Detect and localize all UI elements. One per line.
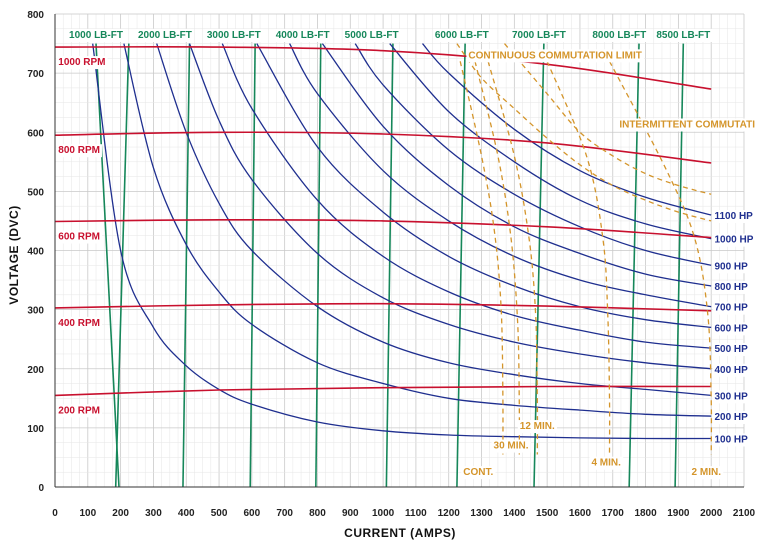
y-tick-label: 0	[38, 483, 44, 494]
hp-label-800-hp-group: 800 HP	[712, 281, 750, 294]
torque-label-5000-lb-ft-group: 5000 LB-FT	[343, 29, 401, 42]
x-axis-title: CURRENT (AMPS)	[344, 526, 456, 540]
hp-label-300-hp-group: 300 HP	[712, 390, 750, 403]
hp-label-500-hp: 500 HP	[714, 344, 748, 355]
x-tick-label: 1100	[405, 508, 427, 519]
x-tick-label: 800	[309, 508, 326, 519]
x-tick-label: 1600	[569, 508, 592, 519]
hp-label-700-hp: 700 HP	[714, 303, 748, 314]
rpm-label-600-rpm-group: 600 RPM	[56, 231, 102, 244]
torque-label-3000-lb-ft-group: 3000 LB-FT	[205, 29, 263, 42]
y-axis-title: VOLTAGE (DVC)	[7, 205, 21, 304]
hp-label-900-hp-group: 900 HP	[712, 260, 750, 273]
hp-label-1100-hp-group: 1100 HP	[712, 210, 755, 223]
commutation-label-continuous-commutation-limit-group: CONTINUOUS COMMUTATION LIMIT	[466, 49, 644, 62]
hp-label-100-hp-group: 100 HP	[712, 434, 750, 447]
x-tick-label: 1700	[602, 508, 625, 519]
y-tick-label: 400	[27, 247, 44, 258]
x-tick-label: 0	[52, 508, 58, 519]
x-tick-label: 1900	[667, 508, 690, 519]
torque-label-5000-lb-ft: 5000 LB-FT	[345, 30, 399, 41]
commutation-label-2-min: 2 MIN.	[692, 467, 722, 478]
commutation-label-cont-group: CONT.	[461, 466, 495, 479]
hp-label-400-hp-group: 400 HP	[712, 364, 750, 377]
hp-label-200-hp: 200 HP	[714, 412, 748, 423]
x-tick-label: 700	[276, 508, 293, 519]
hp-label-700-hp-group: 700 HP	[712, 302, 750, 315]
commutation-label-30-min-group: 30 MIN.	[492, 440, 531, 453]
torque-label-3000-lb-ft: 3000 LB-FT	[207, 30, 261, 41]
hp-label-1100-hp: 1100 HP	[714, 211, 753, 222]
torque-label-8500-lb-ft: 8500 LB-FT	[656, 30, 710, 41]
x-tick-label: 400	[178, 508, 195, 519]
y-tick-label: 700	[27, 69, 44, 80]
x-tick-label: 1400	[503, 508, 526, 519]
torque-label-2000-lb-ft-group: 2000 LB-FT	[136, 29, 194, 42]
x-tick-label: 2000	[700, 508, 723, 519]
x-tick-label: 1200	[438, 508, 461, 519]
torque-label-7000-lb-ft-group: 7000 LB-FT	[510, 29, 568, 42]
torque-label-4000-lb-ft-group: 4000 LB-FT	[274, 29, 332, 42]
hp-label-200-hp-group: 200 HP	[712, 411, 750, 424]
commutation-label-12-min: 12 MIN.	[520, 421, 555, 432]
x-tick-label: 600	[244, 508, 261, 519]
hp-label-600-hp-group: 600 HP	[712, 322, 750, 335]
torque-label-8000-lb-ft-group: 8000 LB-FT	[590, 29, 648, 42]
commutation-label-2-min-group: 2 MIN.	[690, 466, 724, 479]
y-tick-label: 300	[27, 306, 44, 317]
y-tick-label: 500	[27, 187, 44, 198]
y-tick-label: 100	[27, 424, 44, 435]
rpm-label-200-rpm: 200 RPM	[58, 405, 100, 416]
hp-label-500-hp-group: 500 HP	[712, 343, 750, 356]
x-tick-label: 1800	[634, 508, 657, 519]
torque-label-1000-lb-ft: 1000 LB-FT	[69, 30, 123, 41]
hp-label-600-hp: 600 HP	[714, 323, 748, 334]
x-tick-label: 300	[145, 508, 162, 519]
commutation-label-cont: CONT.	[463, 467, 493, 478]
torque-label-6000-lb-ft: 6000 LB-FT	[435, 30, 489, 41]
x-tick-label: 900	[342, 508, 359, 519]
x-tick-label: 500	[211, 508, 228, 519]
y-tick-label: 600	[27, 128, 44, 139]
hp-label-100-hp: 100 HP	[714, 435, 748, 446]
x-tick-label: 1500	[536, 508, 559, 519]
commutation-label-intermittent-commutati: INTERMITTENT COMMUTATI	[619, 120, 755, 131]
hp-label-300-hp: 300 HP	[714, 391, 748, 402]
rpm-label-400-rpm: 400 RPM	[58, 318, 100, 329]
hp-label-400-hp: 400 HP	[714, 365, 748, 376]
torque-label-4000-lb-ft: 4000 LB-FT	[276, 30, 330, 41]
hp-label-900-hp: 900 HP	[714, 261, 748, 272]
torque-label-8500-lb-ft-group: 8500 LB-FT	[654, 29, 712, 42]
commutation-label-12-min-group: 12 MIN.	[518, 420, 557, 433]
commutation-label-4-min: 4 MIN.	[591, 458, 621, 469]
rpm-label-600-rpm: 600 RPM	[58, 232, 100, 243]
commutation-label-intermittent-commutati-group: INTERMITTENT COMMUTATI	[617, 119, 757, 132]
x-tick-label: 200	[112, 508, 129, 519]
rpm-label-1000-rpm-group: 1000 RPM	[56, 56, 107, 69]
commutation-label-30-min: 30 MIN.	[494, 441, 529, 452]
y-tick-label: 200	[27, 365, 44, 376]
torque-label-6000-lb-ft-group: 6000 LB-FT	[433, 29, 491, 42]
rpm-label-400-rpm-group: 400 RPM	[56, 317, 102, 330]
commutation-label-4-min-group: 4 MIN.	[589, 457, 623, 470]
rpm-label-200-rpm-group: 200 RPM	[56, 404, 102, 417]
torque-label-7000-lb-ft: 7000 LB-FT	[512, 30, 566, 41]
x-tick-label: 100	[79, 508, 96, 519]
x-tick-label: 1000	[372, 508, 395, 519]
y-tick-label: 800	[27, 10, 44, 21]
hp-label-1000-hp-group: 1000 HP	[712, 234, 755, 247]
grid	[55, 14, 744, 487]
rpm-label-800-rpm: 800 RPM	[58, 145, 100, 156]
hp-label-1000-hp: 1000 HP	[714, 235, 753, 246]
x-tick-label: 1300	[470, 508, 493, 519]
rpm-label-800-rpm-group: 800 RPM	[56, 144, 102, 157]
torque-label-2000-lb-ft: 2000 LB-FT	[138, 30, 192, 41]
torque-label-8000-lb-ft: 8000 LB-FT	[592, 30, 646, 41]
x-tick-label: 2100	[733, 508, 756, 519]
commutation-label-continuous-commutation-limit: CONTINUOUS COMMUTATION LIMIT	[468, 50, 642, 61]
rpm-label-1000-rpm: 1000 RPM	[58, 57, 105, 68]
hp-label-800-hp: 800 HP	[714, 282, 748, 293]
torque-label-1000-lb-ft-group: 1000 LB-FT	[67, 29, 125, 42]
